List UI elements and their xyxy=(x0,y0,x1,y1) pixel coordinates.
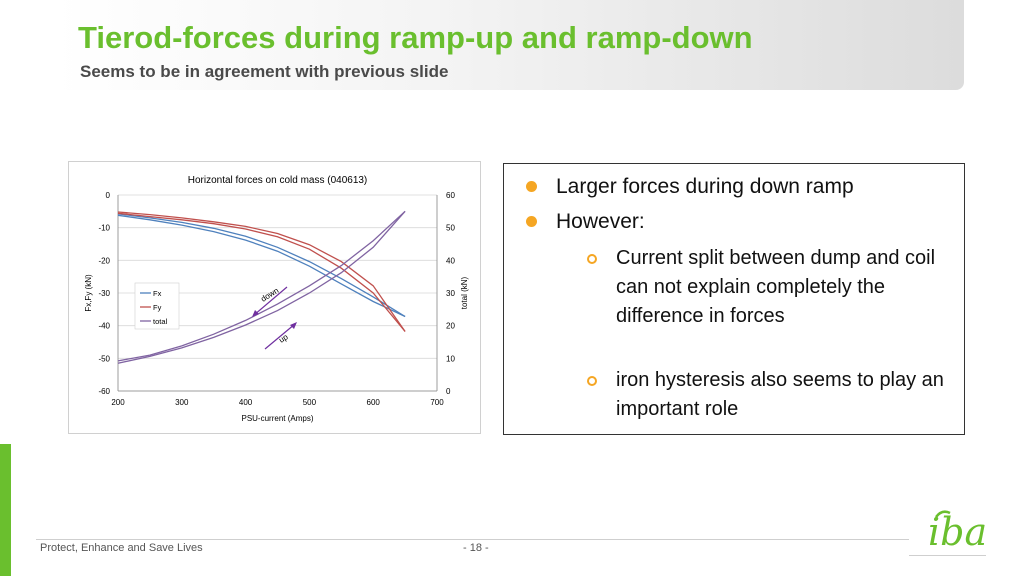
x-tick-label: 400 xyxy=(239,398,253,407)
footer-tagline: Protect, Enhance and Save Lives xyxy=(40,542,203,554)
y-tick-label: -30 xyxy=(98,289,110,298)
y-tick-label: 0 xyxy=(106,191,111,200)
y-tick-label: -60 xyxy=(98,387,110,396)
y2-tick-label: 0 xyxy=(446,387,451,396)
annotation-arrow-up xyxy=(264,323,296,350)
y2-tick-label: 40 xyxy=(446,256,455,265)
annotation-label-up: up xyxy=(277,332,290,345)
text-panel: Larger forces during down ramp However: … xyxy=(503,163,965,435)
x-tick-label: 700 xyxy=(430,398,444,407)
slide-title: Tierod-forces during ramp-up and ramp-do… xyxy=(78,20,753,55)
x-axis-label: PSU-current (Amps) xyxy=(241,414,313,423)
y-tick-label: -50 xyxy=(98,354,110,363)
y2-tick-label: 50 xyxy=(446,224,455,233)
series-line-total-down xyxy=(117,210,406,362)
annotation-arrowhead xyxy=(252,310,259,317)
y2-tick-label: 60 xyxy=(446,191,455,200)
y2-tick-label: 30 xyxy=(446,289,455,298)
y2-tick-label: 20 xyxy=(446,322,455,331)
x-tick-label: 300 xyxy=(175,398,189,407)
legend-label: total xyxy=(153,317,168,326)
legend-label: Fx xyxy=(153,289,162,298)
sub-bullet-text: iron hysteresis also seems to play an im… xyxy=(616,369,944,420)
footer-divider xyxy=(36,539,909,540)
bullet-dot-icon xyxy=(526,181,537,192)
y2-axis-label: total (kN) xyxy=(460,276,469,309)
y2-tick-label: 10 xyxy=(446,354,455,363)
y-tick-label: -40 xyxy=(98,322,110,331)
bullet-ring-icon xyxy=(587,376,597,386)
annotation-arrow-down xyxy=(253,286,288,316)
page-number: - 18 - xyxy=(463,542,489,554)
series-line-fx-up xyxy=(117,214,406,318)
annotation-arrowhead xyxy=(290,322,297,329)
bullet-text: However: xyxy=(556,210,645,233)
series-line-fy-up xyxy=(117,212,406,332)
iba-logo: iba xyxy=(928,510,987,554)
bullet-dot-icon xyxy=(526,216,537,227)
sub-bullet-text: Current split between dump and coil can … xyxy=(616,247,936,327)
header-band xyxy=(55,0,964,90)
chart-container: Horizontal forces on cold mass (040613) 0… xyxy=(68,161,481,434)
x-tick-label: 500 xyxy=(303,398,317,407)
bullet-item: Larger forces during down ramp xyxy=(526,175,854,199)
svg-text:iba: iba xyxy=(928,510,987,554)
x-tick-label: 600 xyxy=(367,398,381,407)
series-line-fx-down xyxy=(117,213,406,318)
sub-bullet-item: Current split between dump and coil can … xyxy=(587,244,946,331)
slide-subtitle: Seems to be in agreement with previous s… xyxy=(80,62,449,81)
y-tick-label: -20 xyxy=(98,256,110,265)
footer-divider xyxy=(909,555,986,556)
bullet-item: However: xyxy=(526,210,645,234)
legend-label: Fy xyxy=(153,303,162,312)
x-tick-label: 200 xyxy=(111,398,125,407)
forces-chart: Horizontal forces on cold mass (040613) 0… xyxy=(84,175,469,423)
y-axis-label: Fx,Fy (kN) xyxy=(84,274,93,312)
bullet-ring-icon xyxy=(587,254,597,264)
accent-bar xyxy=(0,444,11,576)
series-line-fy-down xyxy=(117,211,406,332)
y-tick-label: -10 xyxy=(98,224,110,233)
chart-title: Horizontal forces on cold mass (040613) xyxy=(188,175,368,186)
sub-bullet-item: iron hysteresis also seems to play an im… xyxy=(587,366,946,424)
series-line-total-up xyxy=(117,210,406,364)
bullet-text: Larger forces during down ramp xyxy=(556,175,854,198)
